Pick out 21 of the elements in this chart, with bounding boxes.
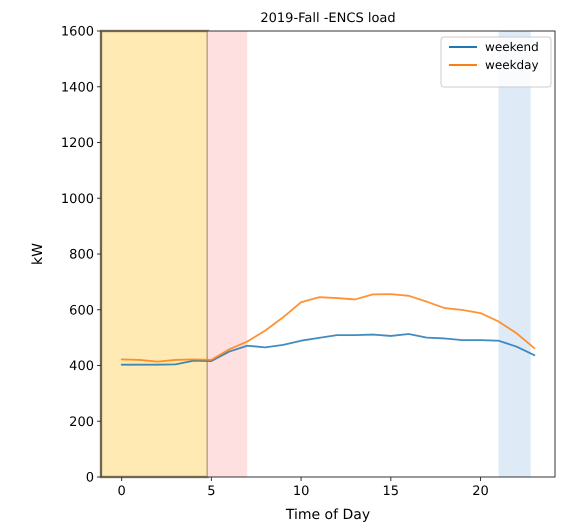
y-tick-label: 800 [69, 248, 94, 263]
y-axis-title: kW [30, 242, 46, 265]
y-tick-label: 1000 [60, 192, 94, 207]
legend-label: weekday [485, 58, 539, 72]
x-tick-label: 20 [472, 484, 489, 499]
x-tick-label: 0 [117, 484, 126, 499]
y-tick-label: 400 [69, 359, 94, 374]
y-tick-label: 1600 [60, 24, 94, 40]
legend-label: weekend [485, 40, 539, 54]
y-tick-label: 600 [69, 303, 94, 318]
line-series [120, 293, 536, 362]
x-axis-title: Time of Day [284, 507, 370, 523]
x-tick-label: 15 [382, 484, 400, 499]
x-tick-label: 10 [292, 484, 310, 499]
y-tick-label: 1400 [60, 80, 94, 96]
y-tick-label: 200 [69, 414, 94, 430]
y-tick-label: 0 [86, 470, 94, 486]
chart-title: 2019-Fall -ENCS load [260, 11, 396, 26]
line-series [120, 333, 536, 366]
x-tick-label: 5 [207, 484, 216, 499]
y-tick-label: 1200 [60, 136, 94, 152]
